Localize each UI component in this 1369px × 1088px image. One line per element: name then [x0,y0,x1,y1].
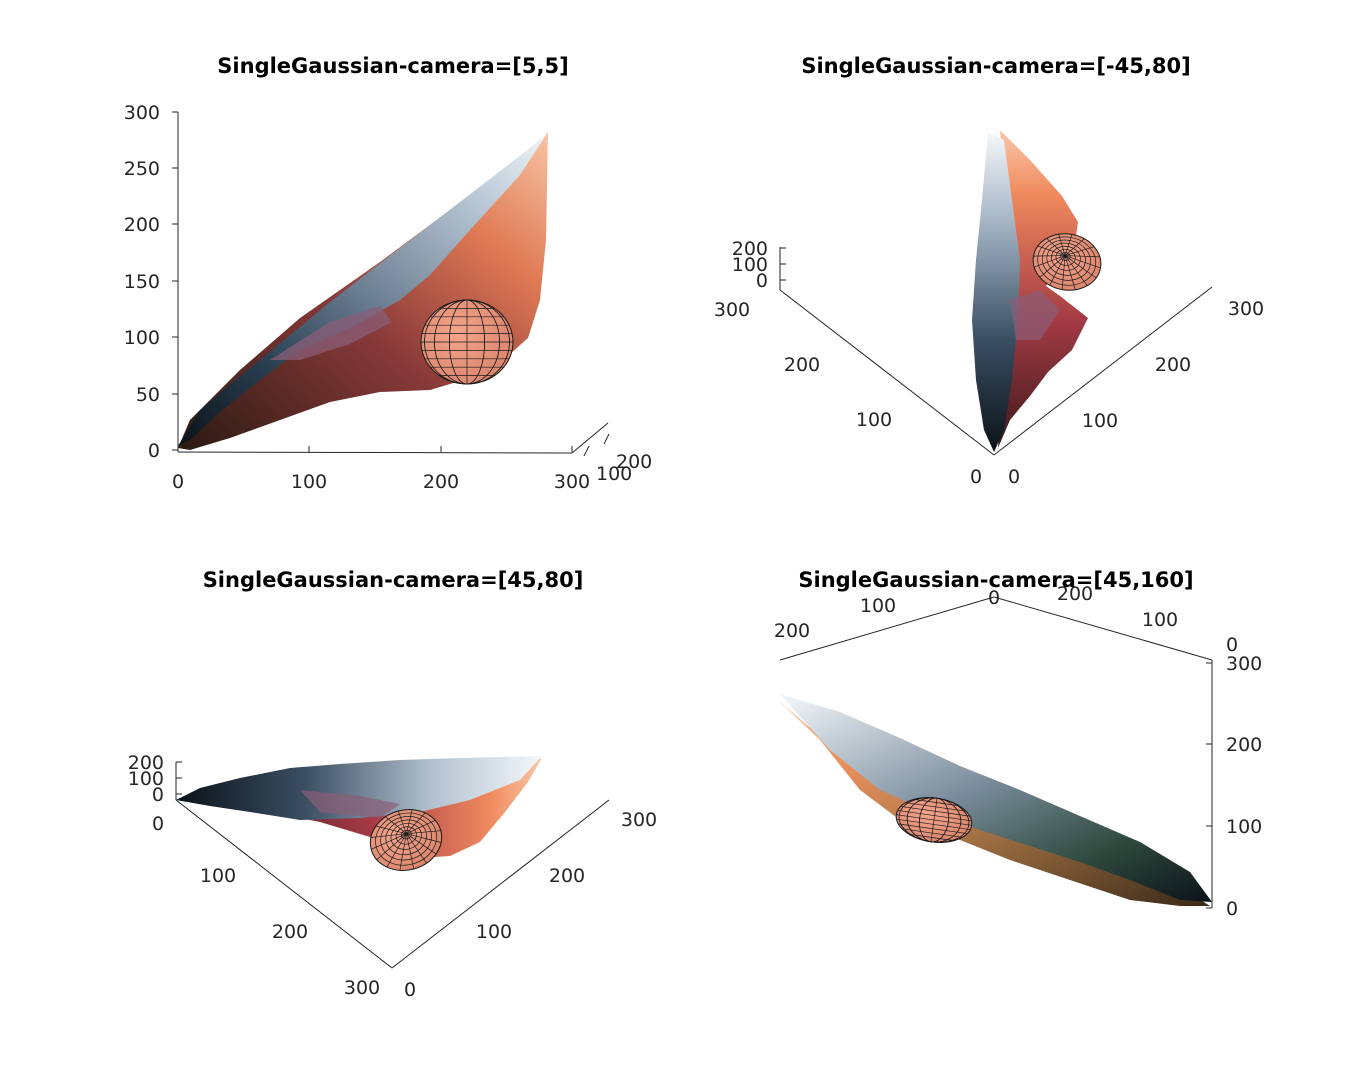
x-axis-ticks: 0 100 200 [774,587,1000,642]
x-tick-label: 200 [423,471,459,493]
z-tick-label: 300 [1226,653,1262,675]
ellipsoid-mesh [370,809,442,871]
x-tick-label: 100 [291,471,327,493]
z-tick-label: 100 [128,768,164,790]
y-tick-label: 200 [1057,583,1093,605]
z-tick-label: 100 [1226,816,1262,838]
x-tick-label: 0 [988,587,1000,609]
x-tick-label: 200 [774,620,810,642]
point-cloud [178,132,548,450]
x-tick-label: 100 [860,595,896,617]
x-tick-label: 200 [272,921,308,943]
z-tick-label: 0 [756,270,768,292]
y-tick-label: 0 [404,979,416,1001]
ellipsoid-mesh [896,797,972,843]
z-tick-label: 200 [128,752,164,774]
y-tick-label: 200 [616,451,652,473]
gaussian-ellipsoid [1032,233,1102,291]
y-tick-label: 0 [1008,466,1020,488]
z-tick-label: 100 [124,327,160,349]
x-tick-label: 0 [970,466,982,488]
point-cloud [778,694,1212,906]
y-axis-ticks: 0 100 200 300 [1008,298,1264,488]
z-axis-ticks: 0 100 200 300 [1206,653,1262,920]
z-axis-ticks: 0 50 100 150 200 250 300 [124,102,178,462]
y-tick-label: 100 [596,463,632,485]
panel-view-45-160: 0 100 200 300 0 100 200 0 100 200 SingleGaussia… [774,568,1262,920]
z-tick-label: 0 [1226,898,1238,920]
z-tick-label: 250 [124,158,160,180]
x-tick-label: 200 [784,354,820,376]
z-tick-label: 200 [1226,734,1262,756]
tick-mark [583,445,590,457]
x-axis-ticks: 0 100 200 300 [172,446,590,493]
z-tick-label: 300 [124,102,160,124]
x-tick-label: 300 [344,977,380,999]
z-tick-label: 0 [152,784,164,806]
panel-view-5-5: SingleGaussian-camera=[5,5] 0 50 100 150 200… [124,54,653,493]
y-tick-label: 0 [1226,634,1238,656]
z-tick-label: 0 [148,440,160,462]
x-tick-label: 0 [152,813,164,835]
tick-mark [603,433,610,445]
z-tick-label: 100 [732,254,768,276]
x-tick-label: 300 [714,299,750,321]
chart-title: SingleGaussian-camera=[45,160] [798,568,1193,592]
gaussian-ellipsoid [895,797,973,843]
gaussian-ellipsoid [369,809,443,871]
axes [779,596,1213,908]
x-axis-ticks: 0 100 200 300 [152,813,380,999]
point-cloud [176,756,542,858]
y-tick-label: 200 [1155,354,1191,376]
axes [779,247,1213,456]
x-tick-label: 0 [172,471,184,493]
y-tick-label: 300 [621,809,657,831]
axes [177,112,609,454]
y-tick-label: 100 [476,921,512,943]
gaussian-ellipsoid [420,299,514,385]
z-tick-label: 200 [732,238,768,260]
z-tick-label: 150 [124,271,160,293]
y-tick-label: 100 [1082,410,1118,432]
x-axis-ticks: 0 100 200 300 [714,299,982,488]
ellipsoid-mesh [1033,234,1101,290]
ellipsoid-mesh [421,299,513,385]
chart-title: SingleGaussian-camera=[45,80] [203,568,584,592]
chart-title: SingleGaussian-camera=[5,5] [217,54,568,78]
chart-title: SingleGaussian-camera=[-45,80] [801,54,1190,78]
x-tick-label: 300 [554,471,590,493]
point-cloud [972,130,1088,452]
y-axis-ticks: 0 100 200 [1057,583,1238,656]
y-tick-label: 100 [1142,609,1178,631]
z-tick-label: 50 [136,384,160,406]
z-tick-label: 200 [124,214,160,236]
y-tick-label: 200 [549,865,585,887]
x-tick-label: 100 [200,865,236,887]
x-tick-label: 100 [856,409,892,431]
y-axis-ticks: 0 100 200 300 [404,809,657,1001]
y-tick-label: 300 [1228,298,1264,320]
